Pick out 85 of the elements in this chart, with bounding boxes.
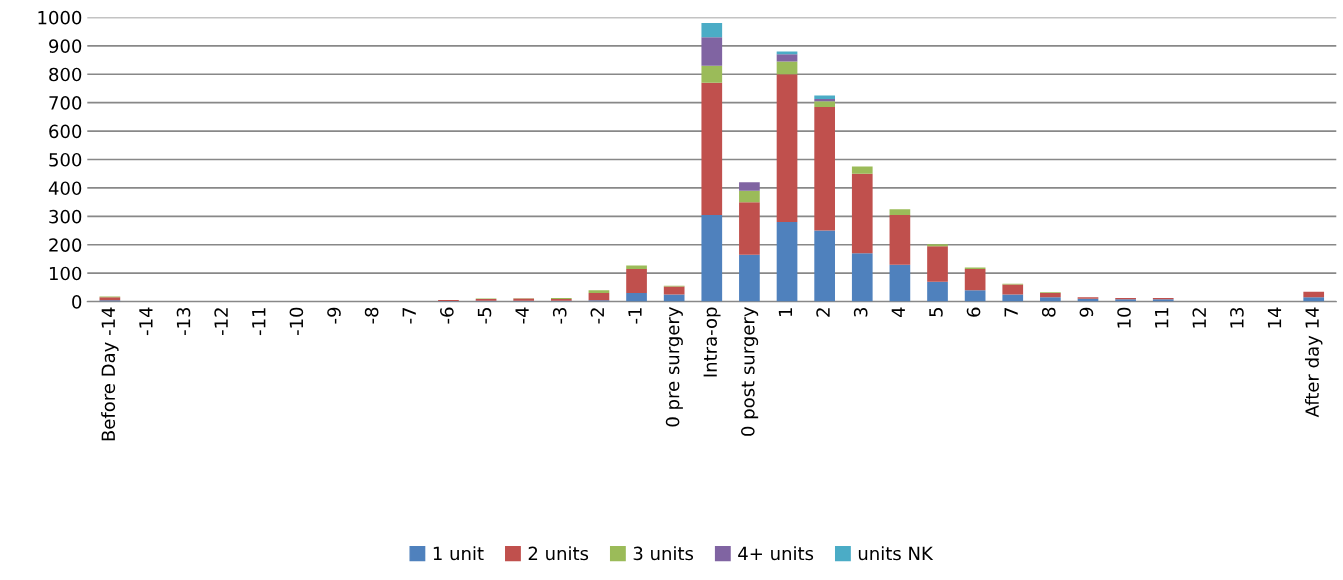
bar (701, 82, 723, 215)
x-tick-label: 8 (1041, 307, 1056, 317)
x-tick-label: 6 (966, 307, 981, 317)
x-tick-label: -3 (552, 307, 567, 324)
bar (626, 293, 647, 302)
x-tick-label: Intra-op (703, 307, 721, 377)
bar (701, 37, 723, 66)
bar (701, 65, 723, 83)
x-tick-label: 5 (929, 308, 943, 317)
x-tick-label: 13 (1230, 307, 1244, 328)
x-tick-label: 2 (816, 308, 830, 317)
y-tick-label: 400 (48, 181, 82, 196)
legend-label: 2 units (528, 546, 589, 561)
x-tick-label: 11 (1155, 308, 1169, 328)
x-tick-label: 1 (778, 308, 793, 316)
bar (776, 74, 798, 223)
bar (814, 106, 835, 231)
bar (1002, 284, 1024, 295)
x-tick-label: 0 post surgery (740, 307, 759, 436)
legend-label: 3 units (633, 546, 694, 561)
x-tick-label: -10 (289, 307, 304, 336)
bar (739, 190, 760, 203)
bar (889, 264, 911, 302)
y-tick-label: 1000 (38, 10, 82, 25)
bar (776, 61, 798, 75)
x-tick-label: -11 (252, 308, 266, 336)
x-tick-label: -9 (327, 307, 341, 324)
x-tick-label: -4 (515, 307, 529, 324)
bar (739, 202, 760, 255)
x-tick-label: -8 (364, 307, 379, 324)
x-tick-label: 12 (1192, 308, 1206, 328)
y-tick-label: 600 (49, 124, 82, 139)
bar (739, 254, 760, 302)
bar (588, 290, 610, 294)
x-tick-label: Before Day -14 (101, 307, 119, 441)
bar (814, 230, 835, 302)
y-tick-label: 200 (49, 238, 82, 252)
bar (851, 166, 873, 174)
y-tick-label: 100 (49, 266, 82, 281)
y-tick-label: 300 (49, 209, 82, 224)
bar (964, 290, 986, 302)
x-tick-label: 4 (891, 307, 905, 318)
bar (626, 268, 647, 294)
x-tick-label: -12 (214, 308, 228, 336)
bar (701, 23, 723, 38)
y-tick-label: 700 (49, 96, 82, 110)
bar (964, 268, 986, 291)
x-tick-label: -6 (440, 307, 454, 324)
bar (776, 222, 798, 302)
legend-label: 1 unit (433, 546, 484, 561)
bar (927, 246, 948, 282)
bar (663, 294, 685, 302)
x-tick-label: -14 (139, 307, 153, 336)
x-tick-label: 3 (853, 307, 868, 317)
bar (889, 209, 911, 215)
x-tick-label: 14 (1267, 307, 1282, 328)
bar (776, 54, 798, 62)
bar (851, 173, 873, 254)
bar (1040, 297, 1061, 302)
bar (701, 214, 723, 302)
x-tick-label: -2 (590, 308, 604, 324)
x-tick-label: -7 (402, 308, 416, 324)
bar (1040, 293, 1061, 298)
legend-label: 4+ units (738, 546, 814, 561)
x-tick-label: -5 (477, 308, 492, 324)
bar (1002, 294, 1024, 302)
x-tick-label: -1 (628, 308, 642, 324)
x-tick-label: 0 pre surgery (665, 307, 683, 427)
x-tick-label: 7 (1004, 308, 1018, 317)
y-tick-label: 0 (72, 295, 82, 309)
y-tick-label: 900 (49, 39, 82, 53)
bar (927, 281, 948, 302)
x-tick-label: After day 14 (1304, 307, 1323, 418)
bar (739, 182, 760, 191)
y-tick-label: 800 (49, 67, 82, 82)
x-tick-label: -13 (176, 307, 191, 336)
x-tick-label: 9 (1079, 307, 1094, 317)
bar (851, 253, 873, 302)
y-tick-label: 500 (49, 152, 82, 167)
bar (889, 214, 911, 265)
bar (814, 101, 835, 107)
bar (1303, 297, 1325, 302)
legend-label: units NK (858, 546, 934, 561)
x-tick-label: 10 (1117, 307, 1131, 328)
bar (588, 293, 610, 301)
